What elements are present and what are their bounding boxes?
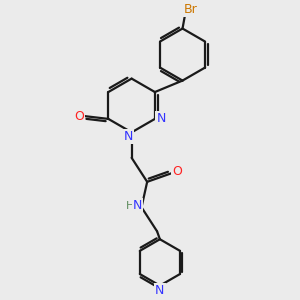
Text: O: O xyxy=(74,110,84,123)
Text: N: N xyxy=(133,200,142,212)
Text: N: N xyxy=(124,130,133,143)
Text: N: N xyxy=(155,284,165,297)
Text: H: H xyxy=(125,201,134,211)
Text: O: O xyxy=(172,165,182,178)
Text: N: N xyxy=(156,112,166,125)
Text: Br: Br xyxy=(184,3,198,16)
